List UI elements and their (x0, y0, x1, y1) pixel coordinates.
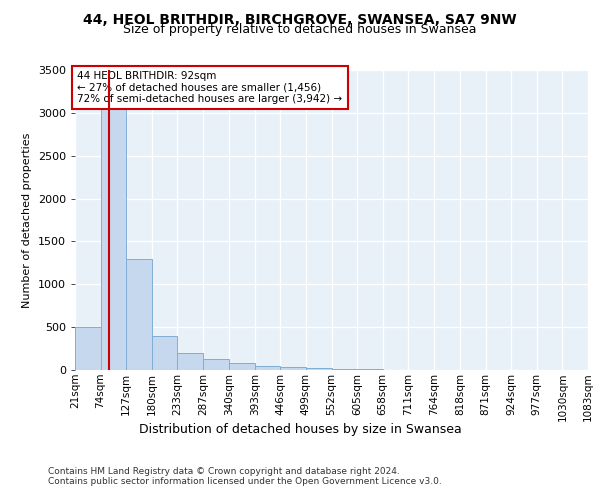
Text: 44, HEOL BRITHDIR, BIRCHGROVE, SWANSEA, SA7 9NW: 44, HEOL BRITHDIR, BIRCHGROVE, SWANSEA, … (83, 12, 517, 26)
Bar (152, 336, 178, 370)
Bar (280, 368, 306, 370)
Bar (203, 359, 229, 370)
Bar (126, 258, 152, 370)
Bar (306, 368, 331, 370)
Text: Contains public sector information licensed under the Open Government Licence v3: Contains public sector information licen… (48, 477, 442, 486)
Text: 44 HEOL BRITHDIR: 92sqm
← 27% of detached houses are smaller (1,456)
72% of semi: 44 HEOL BRITHDIR: 92sqm ← 27% of detache… (77, 71, 343, 104)
Bar (178, 353, 203, 370)
Text: Distribution of detached houses by size in Swansea: Distribution of detached houses by size … (139, 422, 461, 436)
Text: Contains HM Land Registry data © Crown copyright and database right 2024.: Contains HM Land Registry data © Crown c… (48, 467, 400, 476)
Bar (331, 369, 357, 370)
Bar (229, 363, 254, 370)
Bar (101, 92, 126, 370)
Text: Size of property relative to detached houses in Swansea: Size of property relative to detached ho… (123, 22, 477, 36)
Bar (75, 327, 101, 370)
Bar (254, 366, 280, 370)
Y-axis label: Number of detached properties: Number of detached properties (22, 132, 32, 308)
